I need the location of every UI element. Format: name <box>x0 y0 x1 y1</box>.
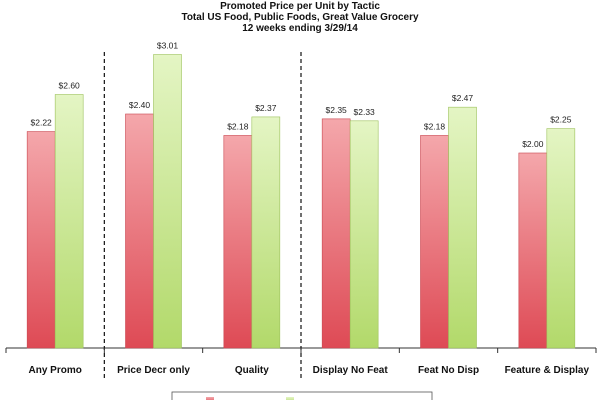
category-label-5: Feat No Disp <box>418 365 479 376</box>
value-label-s1-6: $2.00 <box>522 139 544 149</box>
value-label-s1-5: $2.18 <box>424 121 446 131</box>
category-label-1: Any Promo <box>28 365 81 376</box>
category-label-4: Display No Feat <box>313 365 389 376</box>
bar-s2-6 <box>546 128 576 349</box>
category-label-3: Quality <box>235 365 269 376</box>
value-label-s2-3: $2.37 <box>255 103 277 113</box>
bar-s1-3 <box>223 135 253 349</box>
legend-swatch-s1 <box>206 397 214 400</box>
value-label-s2-5: $2.47 <box>452 93 474 103</box>
bar-s1-1 <box>26 131 56 349</box>
bar-s1-4 <box>321 118 351 349</box>
bar-s2-2 <box>153 54 182 349</box>
bar-s1-5 <box>420 135 449 349</box>
chart-period: 12 weeks ending 3/29/14 <box>242 23 358 34</box>
bar-s1-6 <box>518 152 548 349</box>
legend-swatch-s2 <box>286 397 294 400</box>
legend-box <box>171 391 433 400</box>
bar-s1-2 <box>125 113 154 349</box>
chart-title: Promoted Price per Unit by Tactic <box>220 1 380 12</box>
value-label-s1-2: $2.40 <box>129 100 151 110</box>
category-label-6: Feature & Display <box>505 365 590 376</box>
value-label-s2-1: $2.60 <box>59 81 81 91</box>
chart-subtitle: Total US Food, Public Foods, Great Value… <box>181 12 419 23</box>
bar-s2-5 <box>448 106 477 349</box>
bar-s2-4 <box>349 120 379 349</box>
value-label-s1-1: $2.22 <box>31 118 53 128</box>
value-label-s2-2: $3.01 <box>157 41 179 51</box>
value-label-s1-4: $2.35 <box>326 105 348 115</box>
value-label-s2-6: $2.25 <box>550 115 572 125</box>
category-label-2: Price Decr only <box>117 365 190 376</box>
bar-s2-3 <box>251 116 281 349</box>
value-label-s2-4: $2.33 <box>354 107 376 117</box>
bar-s2-1 <box>54 94 84 349</box>
value-label-s1-3: $2.18 <box>227 121 249 131</box>
